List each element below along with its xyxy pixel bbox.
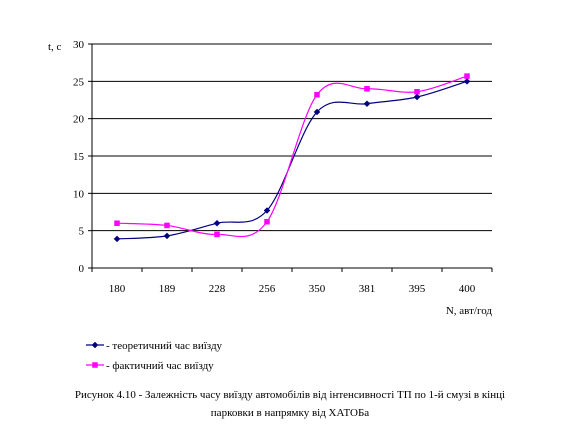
series-1-point (213, 219, 221, 227)
series-1-point (113, 235, 121, 243)
series-2-line (116, 75, 468, 238)
x-tick-label: 350 (309, 283, 326, 295)
x-tick-label: 381 (359, 283, 376, 295)
y-tick-label: 20 (73, 114, 85, 126)
series-2-point (464, 73, 470, 79)
caption-line-1: Рисунок 4.10 - Залежність часу виїзду ав… (74, 389, 506, 401)
series-1-point (363, 100, 371, 108)
series-2-point (114, 220, 120, 226)
y-tick-label: 30 (73, 39, 85, 51)
series-2-point (364, 86, 370, 92)
series-2-point (164, 222, 170, 229)
label-layer: 0 5 10 15 20 25 30 180 189 228 256 350 381 395 400 t, c… (48, 39, 492, 317)
series-2-point (264, 218, 270, 225)
y-tick-label: 15 (73, 151, 85, 163)
series-2-point (414, 89, 420, 95)
x-tick-label: 395 (409, 283, 426, 295)
legend-item-1: - теоретичний час виїзду (86, 340, 223, 352)
x-tick-label: 180 (109, 283, 126, 295)
legend-label: - фактичний час виїзду (106, 360, 214, 372)
y-tick-label: 0 (79, 263, 85, 275)
legend-label: - теоретичний час виїзду (106, 340, 223, 352)
series-1 (113, 77, 471, 243)
caption-line-2: парковки в напрямку від ХАТОБа (210, 407, 370, 419)
grid-layer (92, 43, 492, 232)
series-layer (113, 73, 471, 243)
series-2 (114, 73, 470, 238)
x-tick-label: 228 (209, 283, 226, 295)
x-tick-label: 256 (259, 283, 276, 295)
series-1-point (313, 108, 321, 116)
y-axis-title: t, c (48, 41, 62, 53)
y-tick-label: 5 (79, 226, 85, 238)
y-tick-label: 25 (73, 76, 85, 88)
x-axis-title: N, авт/год (446, 305, 493, 317)
legend-item-2: - фактичний час виїзду (86, 360, 214, 372)
series-2-point (214, 231, 220, 238)
series-1-line (116, 80, 468, 240)
legend-swatch-marker (92, 362, 98, 368)
axis-layer (88, 43, 493, 272)
y-tick-label: 10 (73, 188, 85, 200)
series-1-point (263, 207, 271, 214)
series-1-point (163, 232, 171, 240)
legend: - теоретичний час виїзду - фактичний час … (86, 340, 223, 372)
series-1-point (463, 77, 471, 85)
x-tick-label: 400 (459, 283, 476, 295)
series-1-point (413, 93, 421, 101)
legend-swatch-marker (91, 341, 99, 349)
x-tick-label: 189 (159, 283, 176, 295)
series-2-point (314, 92, 320, 98)
figure-caption: Рисунок 4.10 - Залежність часу виїзду ав… (60, 386, 520, 422)
